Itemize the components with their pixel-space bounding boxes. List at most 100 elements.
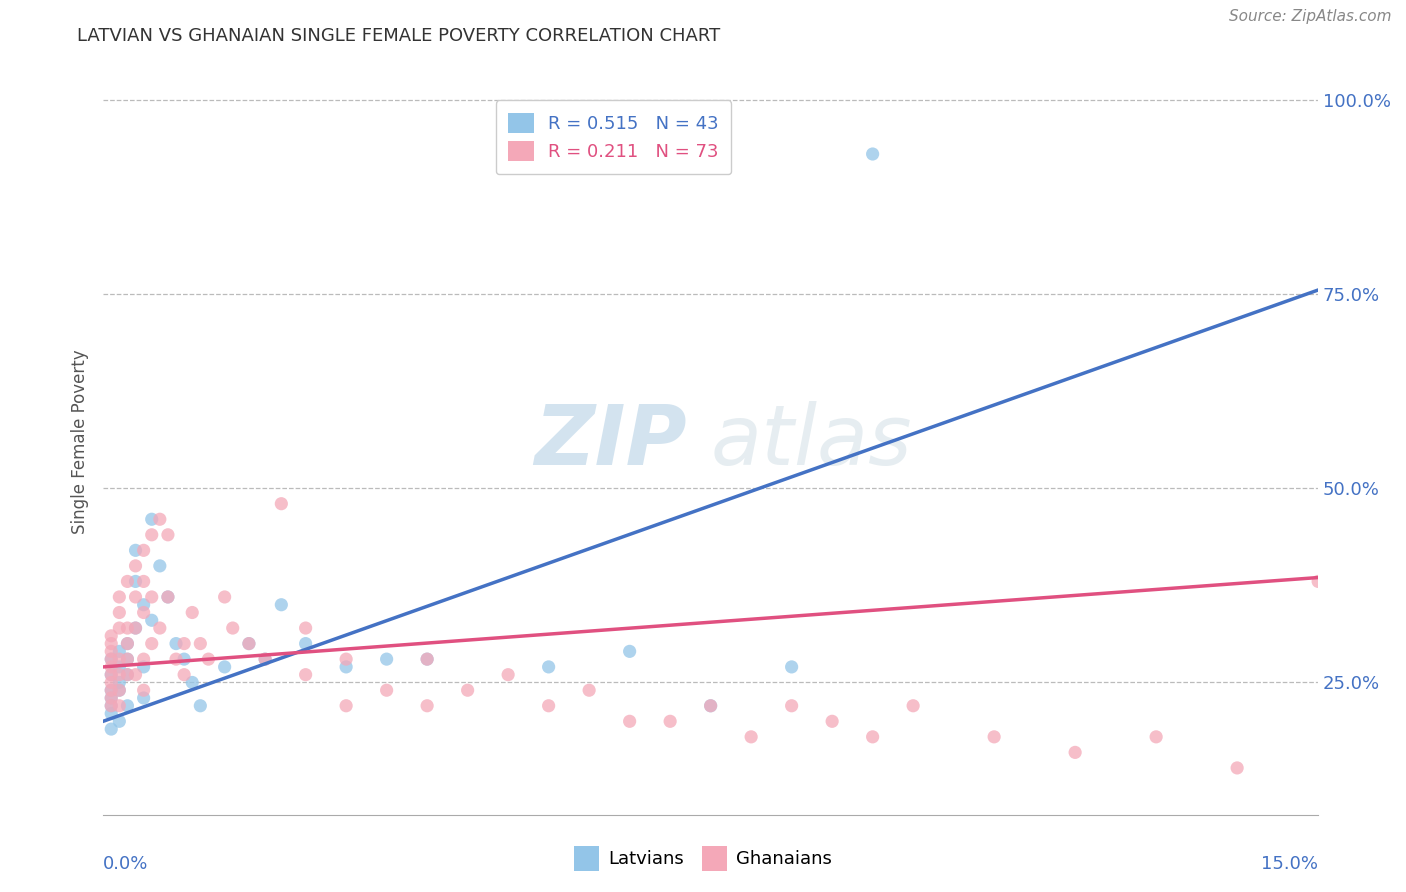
Point: [901, 698, 924, 713]
Point: [108, 714, 131, 729]
Point: [149, 512, 172, 526]
Point: [416, 698, 439, 713]
Point: [149, 621, 172, 635]
Point: [117, 667, 139, 681]
Point: [862, 147, 884, 161]
Point: [294, 637, 316, 651]
Point: [1226, 761, 1249, 775]
Point: [100, 691, 122, 706]
Point: [173, 637, 195, 651]
Point: [214, 660, 236, 674]
Point: [100, 675, 122, 690]
Point: [117, 574, 139, 589]
Point: [862, 730, 884, 744]
Point: [983, 730, 1005, 744]
Point: [132, 606, 155, 620]
Point: [181, 606, 204, 620]
Point: [659, 714, 682, 729]
Text: atlas: atlas: [710, 401, 912, 482]
Point: [100, 698, 122, 713]
Point: [238, 637, 260, 651]
Point: [165, 637, 187, 651]
Point: [100, 683, 122, 698]
Point: [156, 528, 179, 542]
Point: [108, 606, 131, 620]
Point: [100, 660, 122, 674]
Point: [416, 652, 439, 666]
Point: [132, 691, 155, 706]
Point: [141, 590, 163, 604]
Point: [149, 558, 172, 573]
Point: [132, 683, 155, 698]
Point: [124, 543, 146, 558]
Point: [108, 683, 131, 698]
Point: [375, 652, 398, 666]
Point: [222, 621, 245, 635]
Point: [537, 698, 560, 713]
Point: [457, 683, 479, 698]
Point: [100, 629, 122, 643]
Point: [100, 698, 122, 713]
Point: [156, 590, 179, 604]
Point: [132, 660, 155, 674]
Point: [335, 660, 357, 674]
Text: ZIP: ZIP: [534, 401, 686, 482]
Point: [100, 722, 122, 736]
Point: [100, 667, 122, 681]
Point: [537, 660, 560, 674]
Text: Source: ZipAtlas.com: Source: ZipAtlas.com: [1229, 9, 1392, 24]
Point: [141, 637, 163, 651]
Point: [740, 730, 762, 744]
Point: [578, 683, 600, 698]
Point: [165, 652, 187, 666]
Point: [100, 652, 122, 666]
Point: [108, 652, 131, 666]
Point: [619, 644, 641, 658]
Point: [117, 652, 139, 666]
Point: [214, 590, 236, 604]
Point: [124, 590, 146, 604]
Point: [124, 667, 146, 681]
Legend: R = 0.515   N = 43, R = 0.211   N = 73: R = 0.515 N = 43, R = 0.211 N = 73: [496, 100, 731, 174]
Point: [173, 652, 195, 666]
Point: [108, 621, 131, 635]
Point: [1064, 745, 1087, 759]
Point: [294, 621, 316, 635]
Point: [132, 598, 155, 612]
Point: [108, 644, 131, 658]
Point: [335, 698, 357, 713]
Point: [1144, 730, 1167, 744]
Point: [1308, 574, 1330, 589]
Point: [699, 698, 721, 713]
Point: [100, 637, 122, 651]
Point: [254, 652, 277, 666]
Point: [124, 558, 146, 573]
Text: 0.0%: 0.0%: [103, 855, 149, 872]
Text: 15.0%: 15.0%: [1261, 855, 1319, 872]
Point: [100, 652, 122, 666]
Point: [117, 637, 139, 651]
Y-axis label: Single Female Poverty: Single Female Poverty: [72, 350, 89, 533]
Text: LATVIAN VS GHANAIAN SINGLE FEMALE POVERTY CORRELATION CHART: LATVIAN VS GHANAIAN SINGLE FEMALE POVERT…: [77, 27, 721, 45]
Point: [108, 698, 131, 713]
Point: [780, 660, 803, 674]
Point: [108, 683, 131, 698]
Point: [100, 706, 122, 721]
Point: [188, 698, 211, 713]
Point: [699, 698, 721, 713]
Point: [619, 714, 641, 729]
Point: [238, 637, 260, 651]
Point: [124, 621, 146, 635]
Point: [821, 714, 844, 729]
Point: [117, 698, 139, 713]
Legend: Latvians, Ghanaians: Latvians, Ghanaians: [567, 838, 839, 879]
Point: [108, 660, 131, 674]
Point: [141, 512, 163, 526]
Point: [416, 652, 439, 666]
Point: [117, 667, 139, 681]
Point: [117, 621, 139, 635]
Point: [132, 652, 155, 666]
Point: [780, 698, 803, 713]
Point: [100, 644, 122, 658]
Point: [270, 598, 292, 612]
